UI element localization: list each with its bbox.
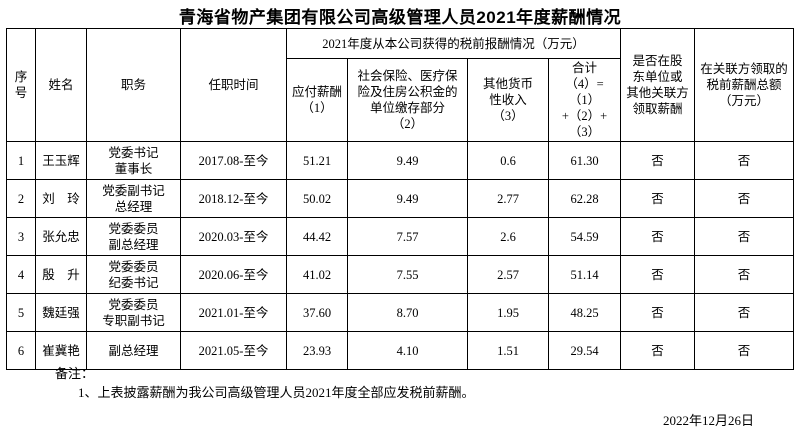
document-date: 2022年12月26日 — [662, 413, 754, 428]
cell-seq: 6 — [6, 331, 36, 370]
cell-total: 54.59 — [547, 217, 622, 256]
col-header-salary: 应付薪酬 （1） — [286, 58, 348, 142]
cell-tenure: 2021.05-至今 — [180, 331, 287, 370]
cell-position: 副总经理 — [86, 331, 181, 370]
cell-related-party: 否 — [694, 293, 795, 332]
col-header-shareholder: 是否在股 东单位或 其他关联方 领取薪酬 — [620, 28, 696, 142]
cell-name: 魏廷强 — [35, 293, 87, 332]
cell-tenure: 2017.08-至今 — [180, 141, 287, 180]
cell-insurance: 8.70 — [347, 293, 468, 332]
cell-other-income: 1.95 — [467, 293, 549, 332]
cell-tenure: 2020.06-至今 — [180, 255, 287, 294]
note-item: 1、上表披露薪酬为我公司高级管理人员2021年度全部应发税前薪酬。 — [78, 385, 475, 400]
cell-seq: 4 — [6, 255, 36, 294]
cell-position: 党委副书记 总经理 — [86, 179, 181, 218]
cell-salary: 23.93 — [286, 331, 348, 370]
cell-seq: 2 — [6, 179, 36, 218]
cell-related-party: 否 — [694, 141, 795, 180]
cell-related-party: 否 — [694, 179, 795, 218]
cell-position: 党委委员 副总经理 — [86, 217, 181, 256]
col-header-total: 合计 （4）=（1） +（2）+ （3） — [547, 58, 622, 142]
cell-shareholder: 否 — [620, 141, 696, 180]
cell-related-party: 否 — [694, 255, 795, 294]
cell-shareholder: 否 — [620, 217, 696, 256]
cell-shareholder: 否 — [620, 255, 696, 294]
cell-other-income: 2.6 — [467, 217, 549, 256]
table-row: 5 魏廷强 党委委员 专职副书记 2021.01-至今 37.60 8.70 1… — [6, 293, 795, 332]
cell-shareholder: 否 — [620, 331, 696, 370]
cell-shareholder: 否 — [620, 293, 696, 332]
cell-other-income: 1.51 — [467, 331, 549, 370]
cell-insurance: 7.55 — [347, 255, 468, 294]
col-header-other-income: 其他货币 性收入 （3） — [467, 58, 549, 142]
cell-position: 党委委员 专职副书记 — [86, 293, 181, 332]
table-row: 4 殷 升 党委委员 纪委书记 2020.06-至今 41.02 7.55 2.… — [6, 255, 795, 294]
table-row: 1 王玉辉 党委书记 董事长 2017.08-至今 51.21 9.49 0.6… — [6, 141, 795, 180]
cell-salary: 50.02 — [286, 179, 348, 218]
cell-position: 党委委员 纪委书记 — [86, 255, 181, 294]
cell-position: 党委书记 董事长 — [86, 141, 181, 180]
notes-label: 备注： — [55, 366, 95, 381]
cell-total: 51.14 — [547, 255, 622, 294]
header-row-1: 序 号 姓名 职务 任职时间 2021年度从本公司获得的税前报酬情况（万元） 是… — [6, 28, 795, 142]
cell-name: 王玉辉 — [35, 141, 87, 180]
cell-seq: 3 — [6, 217, 36, 256]
cell-seq: 1 — [6, 141, 36, 180]
col-header-tenure: 任职时间 — [180, 28, 287, 142]
cell-other-income: 0.6 — [467, 141, 549, 180]
col-header-position: 职务 — [86, 28, 181, 142]
col-header-seq: 序 号 — [6, 28, 36, 142]
cell-other-income: 2.77 — [467, 179, 549, 218]
table-row: 2 刘 玲 党委副书记 总经理 2018.12-至今 50.02 9.49 2.… — [6, 179, 795, 218]
cell-name: 刘 玲 — [35, 179, 87, 218]
notes-section: 备注： 1、上表披露薪酬为我公司高级管理人员2021年度全部应发税前薪酬。 — [55, 364, 475, 402]
cell-insurance: 9.49 — [347, 179, 468, 218]
cell-related-party: 否 — [694, 217, 795, 256]
cell-insurance: 9.49 — [347, 141, 468, 180]
table-row: 3 张允忠 党委委员 副总经理 2020.03-至今 44.42 7.57 2.… — [6, 217, 795, 256]
cell-total: 61.30 — [547, 141, 622, 180]
cell-salary: 51.21 — [286, 141, 348, 180]
header-row-2: 应付薪酬 （1） 社会保险、医疗保 险及住房公积金的 单位缴存部分 （2） 其他… — [7, 58, 794, 142]
table-row: 6 崔冀艳 副总经理 2021.05-至今 23.93 4.10 1.51 29… — [6, 331, 795, 370]
col-header-name: 姓名 — [35, 28, 87, 142]
cell-tenure: 2021.01-至今 — [180, 293, 287, 332]
cell-salary: 44.42 — [286, 217, 348, 256]
col-header-related-party: 在关联方领取的 税前薪酬总额 （万元） — [694, 28, 795, 142]
cell-tenure: 2018.12-至今 — [180, 179, 287, 218]
cell-other-income: 2.57 — [467, 255, 549, 294]
cell-insurance: 4.10 — [347, 331, 468, 370]
cell-shareholder: 否 — [620, 179, 696, 218]
cell-total: 29.54 — [547, 331, 622, 370]
cell-salary: 37.60 — [286, 293, 348, 332]
col-header-pretax-group: 2021年度从本公司获得的税前报酬情况（万元） — [285, 28, 622, 59]
cell-seq: 5 — [6, 293, 36, 332]
cell-salary: 41.02 — [286, 255, 348, 294]
cell-name: 殷 升 — [35, 255, 87, 294]
cell-name: 张允忠 — [35, 217, 87, 256]
page-title: 青海省物产集团有限公司高级管理人员2021年度薪酬情况 — [178, 8, 622, 27]
cell-insurance: 7.57 — [347, 217, 468, 256]
col-header-insurance: 社会保险、医疗保 险及住房公积金的 单位缴存部分 （2） — [347, 58, 468, 142]
cell-total: 62.28 — [547, 179, 622, 218]
cell-total: 48.25 — [547, 293, 622, 332]
compensation-table: 序 号 姓名 职务 任职时间 2021年度从本公司获得的税前报酬情况（万元） 是… — [6, 28, 795, 370]
cell-related-party: 否 — [694, 331, 795, 370]
cell-tenure: 2020.03-至今 — [180, 217, 287, 256]
